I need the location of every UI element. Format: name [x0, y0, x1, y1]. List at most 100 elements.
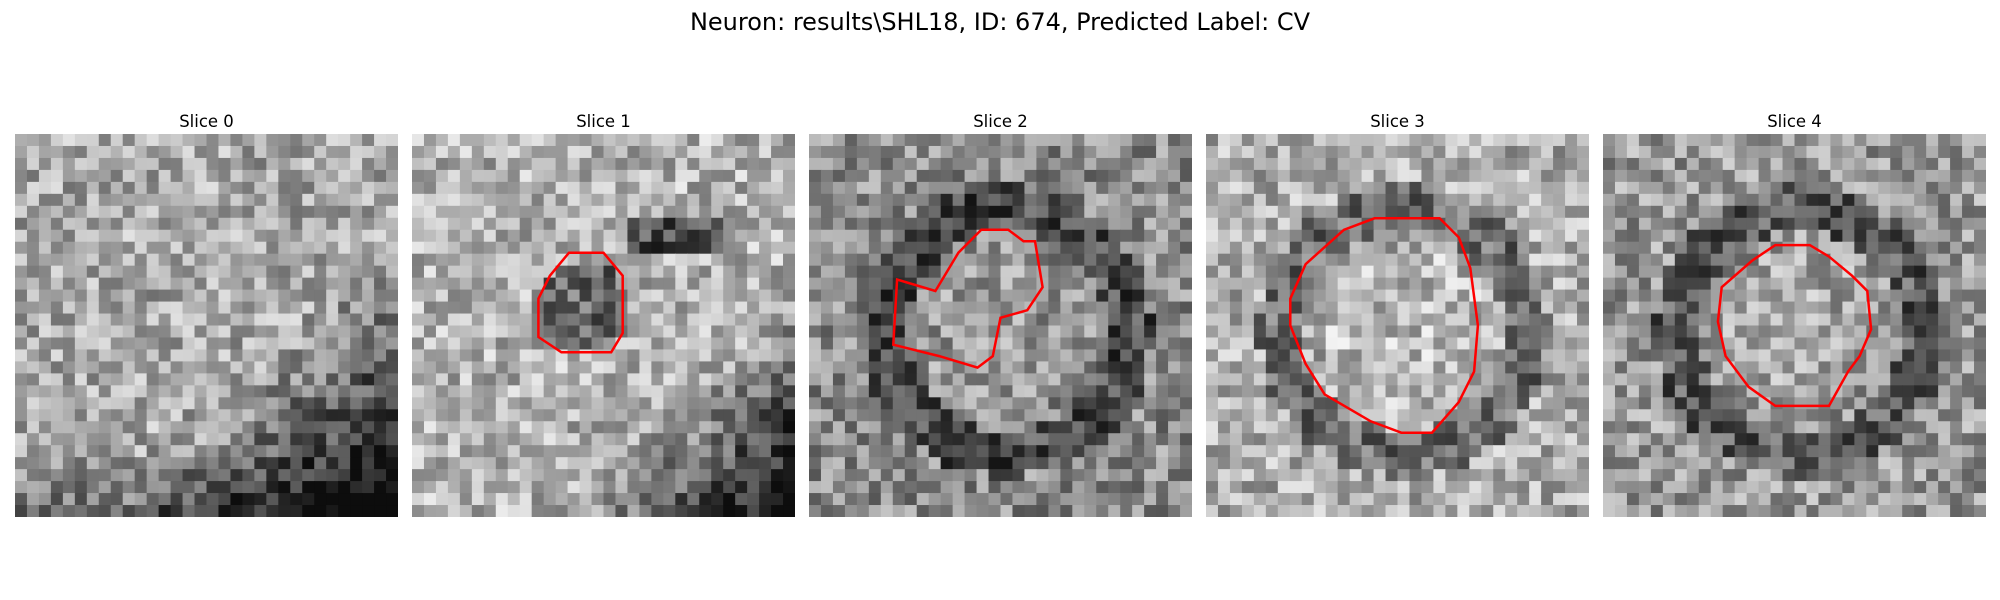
pixel-cell [218, 409, 232, 422]
pixel-cell [1710, 193, 1724, 207]
pixel-cell [1385, 157, 1399, 171]
pixel-cell [904, 241, 918, 255]
pixel-cell [1421, 241, 1435, 255]
pixel-cell [1890, 169, 1903, 183]
pixel-cell [459, 265, 473, 279]
pixel-cell [98, 205, 112, 219]
pixel-cell [86, 397, 100, 410]
pixel-cell [1048, 457, 1061, 470]
pixel-cell [880, 277, 894, 291]
pixel-cell [1890, 337, 1903, 351]
pixel-cell [567, 253, 581, 267]
pixel-cell [254, 313, 267, 327]
pixel-cell [1746, 313, 1760, 327]
pixel-cell [1878, 181, 1891, 195]
pixel-cell [1517, 157, 1530, 171]
pixel-cell [1108, 205, 1121, 219]
pixel-cell [1421, 134, 1435, 147]
pixel-cell [555, 445, 569, 458]
pixel-cell [723, 505, 736, 517]
pixel-cell [374, 145, 387, 159]
pixel-cell [1229, 469, 1243, 482]
pixel-cell [952, 445, 966, 458]
pixel-cell [1962, 361, 1975, 374]
pixel-cell [1950, 169, 1963, 183]
pixel-cell [435, 433, 449, 446]
pixel-cell [471, 145, 485, 159]
pixel-cell [1108, 229, 1121, 243]
pixel-cell [1710, 253, 1724, 267]
pixel-cell [1710, 349, 1724, 363]
pixel-cell [1734, 217, 1748, 231]
pixel-cell [1373, 337, 1387, 351]
pixel-cell [1180, 217, 1192, 231]
pixel-cell [435, 169, 449, 183]
pixel-cell [1144, 337, 1157, 351]
pixel-cell [459, 505, 473, 517]
pixel-cell [1024, 157, 1038, 171]
pixel-cell [543, 397, 557, 410]
pixel-cell [735, 205, 748, 219]
pixel-cell [940, 205, 954, 219]
pixel-cell [1758, 313, 1772, 327]
pixel-cell [1830, 193, 1843, 207]
pixel-cell [122, 397, 136, 410]
pixel-cell [1108, 265, 1121, 279]
pixel-cell [1397, 445, 1411, 458]
slice-image-svg [809, 134, 1192, 517]
pixel-cell [338, 397, 351, 410]
pixel-cell [1529, 433, 1542, 446]
pixel-cell [1830, 445, 1843, 458]
pixel-cell [1337, 445, 1351, 458]
pixel-cell [110, 217, 124, 231]
pixel-cell [1000, 481, 1014, 494]
pixel-cell [15, 469, 28, 482]
pixel-cell [1012, 493, 1026, 506]
pixel-cell [1000, 205, 1014, 219]
pixel-cell [302, 145, 315, 159]
pixel-cell [699, 493, 712, 506]
pixel-cell [615, 445, 629, 458]
pixel-cell [1541, 253, 1554, 267]
pixel-cell [483, 397, 497, 410]
pixel-cell [1529, 277, 1542, 291]
pixel-cell [1289, 361, 1303, 374]
pixel-cell [1024, 505, 1038, 517]
pixel-cell [1265, 217, 1279, 231]
pixel-cell [735, 469, 748, 482]
pixel-cell [1974, 301, 1986, 315]
pixel-cell [1469, 145, 1482, 159]
pixel-cell [1457, 313, 1470, 327]
pixel-cell [350, 505, 363, 517]
pixel-cell [412, 169, 425, 183]
pixel-cell [1553, 325, 1566, 339]
pixel-cell [1325, 301, 1339, 315]
pixel-cell [1156, 181, 1169, 195]
pixel-cell [1638, 193, 1652, 207]
pixel-cell [412, 445, 425, 458]
pixel-cell [663, 325, 676, 339]
pixel-cell [146, 397, 160, 410]
pixel-cell [723, 181, 736, 195]
pixel-cell [809, 253, 822, 267]
pixel-cell [1000, 193, 1014, 207]
pixel-cell [98, 421, 112, 434]
pixel-cell [1217, 205, 1231, 219]
pixel-cell [1493, 134, 1506, 147]
pixel-cell [627, 445, 641, 458]
pixel-cell [38, 325, 52, 339]
pixel-cell [1253, 229, 1267, 243]
pixel-cell [1950, 241, 1963, 255]
pixel-cell [916, 169, 930, 183]
pixel-cell [326, 145, 339, 159]
pixel-cell [1650, 277, 1664, 291]
pixel-cell [1890, 385, 1903, 398]
pixel-cell [374, 289, 387, 303]
pixel-cell [723, 169, 736, 183]
pixel-cell [1914, 134, 1927, 147]
pixel-cell [651, 145, 664, 159]
pixel-cell [1565, 385, 1578, 398]
pixel-cell [50, 313, 64, 327]
pixel-cell [1565, 337, 1578, 351]
pixel-cell [110, 313, 124, 327]
